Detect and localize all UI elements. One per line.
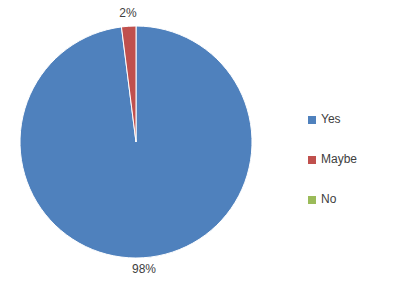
legend-swatch [308,196,316,204]
pie-slice [121,26,136,142]
legend-swatch [308,116,316,124]
legend-item: No [308,192,337,206]
legend-item: Yes [308,112,341,126]
data-label: 98% [132,262,156,276]
pie [20,26,252,258]
legend-swatch [308,156,316,164]
legend-label: No [321,192,337,206]
pie-slice [20,26,252,258]
legend: Yes Maybe No [308,112,357,206]
data-label: 2% [119,6,137,20]
chart-svg: 98% 2% Yes Maybe No [0,0,400,285]
pie-slice [136,26,137,142]
chart-container: 98% 2% Yes Maybe No [0,0,400,285]
data-labels: 98% 2% [119,6,156,275]
legend-item: Maybe [308,152,357,166]
legend-label: Maybe [321,152,357,166]
legend-label: Yes [321,112,341,126]
